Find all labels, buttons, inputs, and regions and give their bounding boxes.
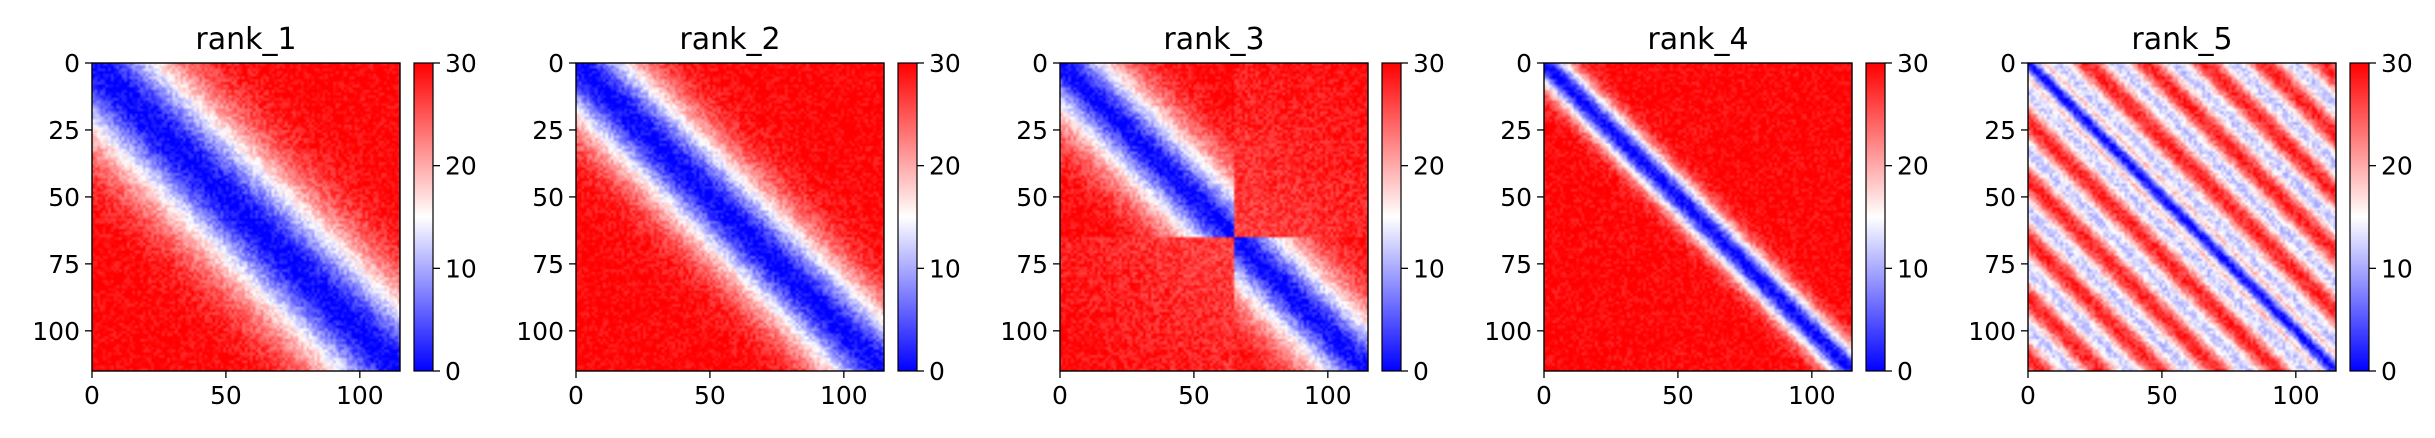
y-tick-label: 50: [1016, 183, 1048, 212]
heatmap-frame: [2027, 62, 2337, 372]
colorbar: [1381, 62, 1402, 372]
panel-title: rank_4: [1647, 22, 1748, 57]
x-tick-label: 100: [820, 381, 868, 410]
y-tick-label: 25: [48, 116, 80, 145]
x-tick-label: 0: [1536, 381, 1552, 410]
x-tick-label: 100: [2272, 381, 2320, 410]
x-tick-label: 100: [1788, 381, 1836, 410]
colorbar: [2349, 62, 2370, 372]
y-tick-label: 75: [1500, 250, 1532, 279]
heatmap-panel-2: rank_2 0 50 100 0 25 50 75 100 0 10 20 30: [516, 22, 961, 410]
colorbar-tick-label: 20: [929, 152, 961, 181]
y-tick-label: 0: [2000, 49, 2016, 78]
heatmap-frame: [1543, 62, 1853, 372]
colorbar-tick-label: 30: [1897, 49, 1929, 78]
y-tick-label: 100: [1484, 317, 1532, 346]
colorbar-tick-label: 30: [445, 49, 477, 78]
y-tick-label: 50: [532, 183, 564, 212]
colorbar-tick-label: 30: [2381, 49, 2413, 78]
colorbar: [413, 62, 434, 372]
colorbar: [897, 62, 918, 372]
x-tick-label: 50: [210, 381, 242, 410]
y-tick-label: 0: [64, 49, 80, 78]
colorbar-tick-label: 0: [1897, 357, 1913, 386]
heatmap-frame: [91, 62, 401, 372]
x-tick-label: 50: [1662, 381, 1694, 410]
y-tick-label: 75: [48, 250, 80, 279]
y-tick-label: 0: [1032, 49, 1048, 78]
heatmap-panel-5: rank_5 0 50 100 0 25 50 75 100 0 10 20 30: [1968, 22, 2413, 410]
x-tick-label: 50: [2146, 381, 2178, 410]
heatmap-panel-3: rank_3 0 50 100 0 25 50 75 100 0 10 20 30: [1000, 22, 1445, 410]
panel-title: rank_1: [195, 22, 296, 57]
heatmap-panel-4: rank_4 0 50 100 0 25 50 75 100 0 10 20 30: [1484, 22, 1929, 410]
colorbar-tick-label: 20: [2381, 152, 2413, 181]
y-tick-label: 25: [532, 116, 564, 145]
colorbar-tick-label: 30: [1413, 49, 1445, 78]
y-tick-label: 75: [1984, 250, 2016, 279]
heatmap-image: [1060, 63, 1368, 371]
y-tick-label: 0: [1516, 49, 1532, 78]
x-tick-label: 0: [568, 381, 584, 410]
colorbar: [1865, 62, 1886, 372]
y-tick-label: 0: [548, 49, 564, 78]
heatmap-frame: [575, 62, 885, 372]
colorbar-tick-label: 20: [1413, 152, 1445, 181]
colorbar-tick-label: 0: [1413, 357, 1429, 386]
colorbar-tick-label: 20: [445, 152, 477, 181]
x-tick-label: 100: [1304, 381, 1352, 410]
x-tick-label: 0: [1052, 381, 1068, 410]
y-tick-label: 25: [1500, 116, 1532, 145]
colorbar-tick-label: 10: [1897, 254, 1929, 283]
panel-title: rank_5: [2131, 22, 2232, 57]
colorbar-tick-label: 0: [929, 357, 945, 386]
x-tick-label: 0: [84, 381, 100, 410]
y-tick-label: 50: [1984, 183, 2016, 212]
x-tick-label: 100: [336, 381, 384, 410]
colorbar-tick-label: 10: [2381, 254, 2413, 283]
colorbar-tick-label: 10: [929, 254, 961, 283]
heatmap-image: [92, 63, 400, 371]
x-tick-label: 50: [694, 381, 726, 410]
y-tick-label: 100: [1000, 317, 1048, 346]
y-tick-label: 25: [1016, 116, 1048, 145]
y-tick-label: 75: [1016, 250, 1048, 279]
heatmap-image: [1544, 63, 1852, 371]
heatmap-image: [2028, 63, 2336, 371]
colorbar-tick-label: 20: [1897, 152, 1929, 181]
y-tick-label: 50: [48, 183, 80, 212]
y-tick-label: 50: [1500, 183, 1532, 212]
x-tick-label: 0: [2020, 381, 2036, 410]
y-tick-label: 100: [32, 317, 80, 346]
x-tick-label: 50: [1178, 381, 1210, 410]
y-tick-label: 100: [516, 317, 564, 346]
heatmap-image: [576, 63, 884, 371]
y-tick-label: 75: [532, 250, 564, 279]
panel-title: rank_2: [679, 22, 780, 57]
heatmap-frame: [1059, 62, 1369, 372]
colorbar-tick-label: 30: [929, 49, 961, 78]
y-tick-label: 100: [1968, 317, 2016, 346]
y-tick-label: 25: [1984, 116, 2016, 145]
panel-title: rank_3: [1163, 22, 1264, 57]
colorbar-tick-label: 10: [445, 254, 477, 283]
colorbar-tick-label: 0: [2381, 357, 2397, 386]
colorbar-tick-label: 0: [445, 357, 461, 386]
heatmap-panel-1: rank_1 0 50 100 0 25 50 75 100 0 10 20 30: [32, 22, 477, 410]
colorbar-tick-label: 10: [1413, 254, 1445, 283]
